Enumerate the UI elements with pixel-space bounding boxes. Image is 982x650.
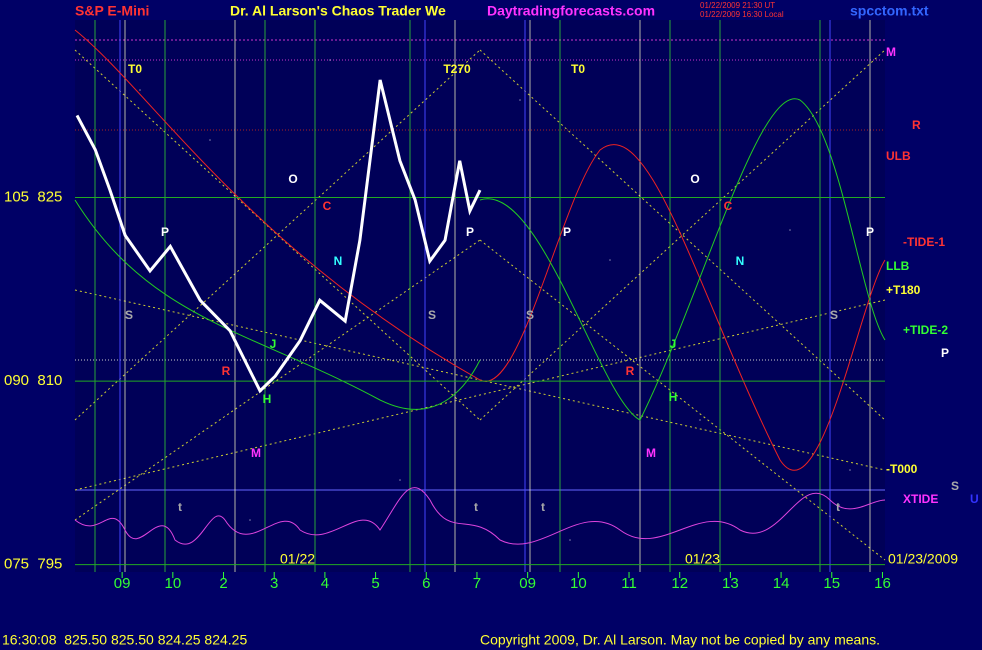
annotation: S — [830, 308, 838, 322]
curve-label: -T000 — [886, 462, 918, 476]
stars — [139, 59, 851, 541]
chart-title: S&P E-Mini — [75, 3, 149, 19]
annotation: P — [866, 225, 874, 239]
y-tick-label: 105 825 — [4, 188, 62, 205]
x-tick-label: 15 — [823, 575, 840, 592]
curve-label: +TIDE-2 — [903, 323, 948, 337]
annotation: O — [288, 172, 297, 186]
site-name: Daytradingforecasts.com — [487, 3, 655, 19]
annotation: C — [323, 199, 332, 213]
x-tick-label: 10 — [164, 575, 181, 592]
annotation: N — [736, 254, 745, 268]
curve-label: U — [970, 492, 979, 506]
curve-label: R — [912, 118, 921, 132]
annotation: S — [125, 308, 133, 322]
annotation: S — [526, 308, 534, 322]
curve-label: M — [886, 45, 896, 59]
date-label: 01/22 — [280, 551, 315, 567]
y-tick-label: 090 810 — [4, 372, 62, 389]
annotation: N — [334, 254, 343, 268]
annotation: H — [263, 392, 272, 406]
y-tick-label: 075 795 — [4, 556, 62, 573]
date-label: 01/23 — [685, 551, 720, 567]
annotation: C — [724, 199, 733, 213]
x-tick-label: 6 — [422, 575, 430, 592]
decorations — [74, 20, 886, 572]
annotation: J — [670, 337, 677, 351]
curve-label: ULB — [886, 149, 911, 163]
annotation: P — [563, 225, 571, 239]
x-tick-label: 3 — [270, 575, 278, 592]
annotation: H — [669, 390, 678, 404]
x-tick-label: 2 — [219, 575, 227, 592]
curve-label: S — [951, 479, 959, 493]
annotation: S — [428, 308, 436, 322]
x-tick-label: 5 — [371, 575, 379, 592]
annotation: P — [466, 225, 474, 239]
curve-label: XTIDE — [903, 492, 938, 506]
x-tick-label: 09 — [519, 575, 536, 592]
curve-label: P — [941, 346, 949, 360]
copyright: Copyright 2009, Dr. Al Larson. May not b… — [480, 632, 880, 648]
annotation: J — [270, 337, 277, 351]
file-name: spcctom.txt — [850, 3, 929, 19]
x-tick-label: 14 — [773, 575, 790, 592]
annotation: t — [541, 500, 545, 514]
x-tick-label: 13 — [722, 575, 739, 592]
price-line — [75, 79, 482, 394]
annotation: t — [178, 500, 182, 514]
curve-label: +T180 — [886, 283, 921, 297]
x-tick-label: 09 — [114, 575, 131, 592]
date-label: 01/23/2009 — [888, 551, 958, 567]
annotation: R — [626, 364, 635, 378]
annotation: T0 — [571, 62, 585, 76]
annotation: P — [161, 225, 169, 239]
curve-label: -TIDE-1 — [903, 235, 945, 249]
chart-subtitle: Dr. Al Larson's Chaos Trader We — [230, 3, 446, 19]
annotation: t — [836, 500, 840, 514]
x-tick-label: 16 — [874, 575, 891, 592]
curve-label: LLB — [886, 259, 910, 273]
x-tick-label: 10 — [570, 575, 587, 592]
x-tick-label: 4 — [321, 575, 329, 592]
annotation: T0 — [128, 62, 142, 76]
annotation: M — [646, 446, 656, 460]
annotation: T270 — [443, 62, 471, 76]
footer-quote: 16:30:08 825.50 825.50 824.25 824.25 — [2, 632, 247, 648]
timestamp-local: 01/22/2009 16:30 Local — [700, 10, 784, 19]
x-tick-label: 12 — [671, 575, 688, 592]
annotation: O — [690, 172, 699, 186]
x-tick-label: 11 — [621, 575, 637, 592]
timestamp-ut: 01/22/2009 21:30 UT — [700, 1, 775, 10]
annotation: t — [474, 500, 478, 514]
x-tick-label: 7 — [473, 575, 481, 592]
annotation: M — [251, 446, 261, 460]
annotation: R — [222, 364, 231, 378]
